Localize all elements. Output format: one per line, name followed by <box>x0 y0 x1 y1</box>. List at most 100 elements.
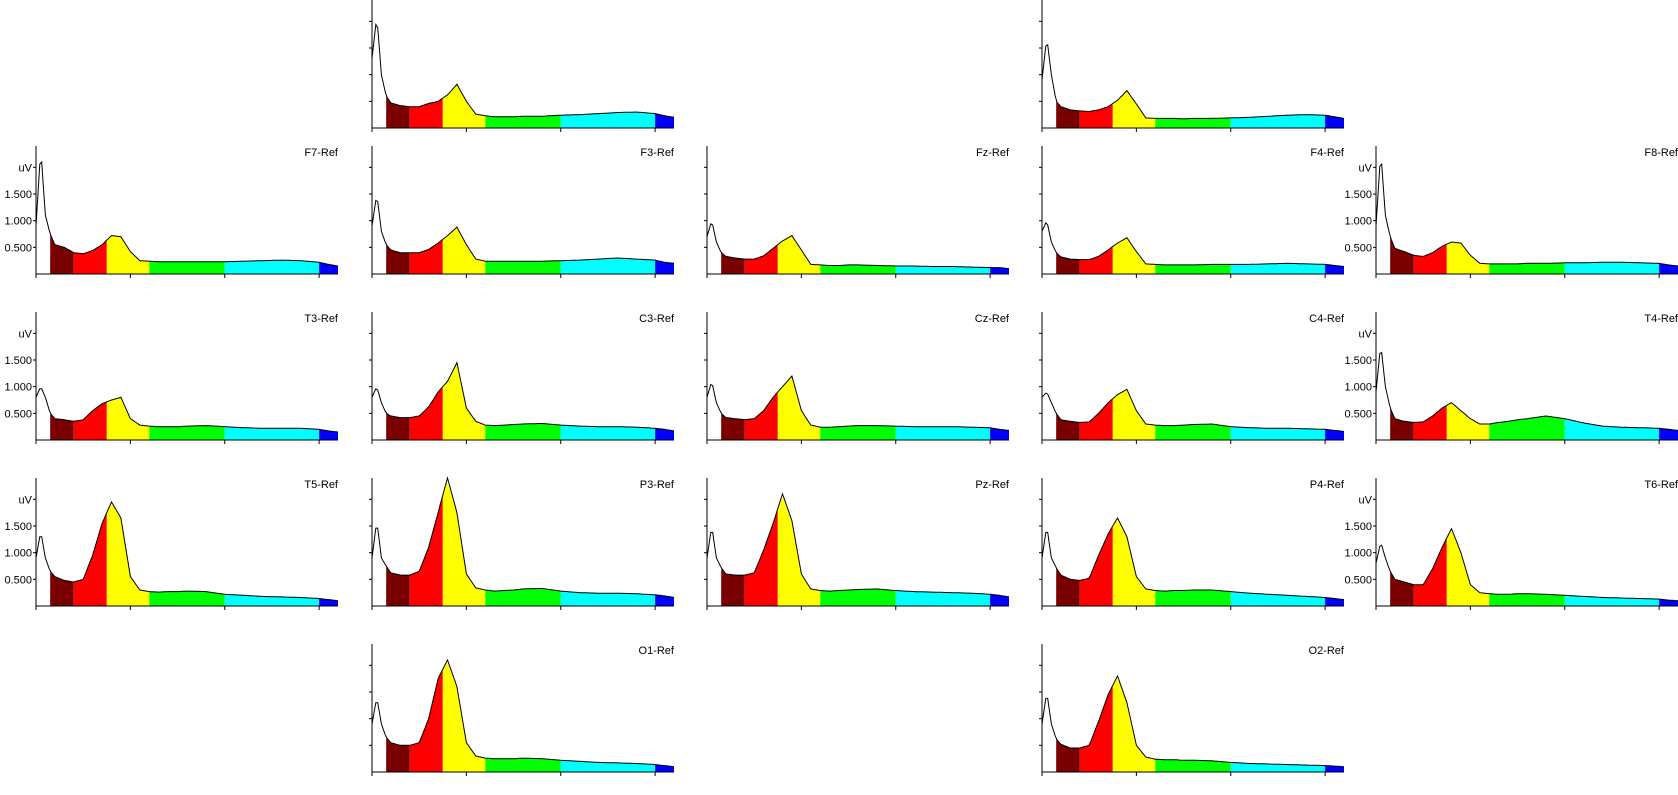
spectrum-panel: 0.500 1.000 1.500 uV T4-Ref <box>1344 312 1678 444</box>
spectrum-panel: Cz-Ref <box>704 312 1010 444</box>
spectrum-trace <box>1041 674 1345 768</box>
band-area-alpha <box>777 376 821 440</box>
spectrum-trace <box>35 388 339 433</box>
spectrum-trace <box>706 374 1010 431</box>
channel-label: Cz-Ref <box>975 313 1010 325</box>
channel-label: T6-Ref <box>1644 479 1678 491</box>
spectrum-panel: 0.500 1.000 1.500 uV T3-Ref <box>4 312 339 444</box>
band-area-high-beta <box>560 258 656 274</box>
band-area-theta <box>1079 526 1113 606</box>
channel-label: F4-Ref <box>1310 147 1345 159</box>
spectrum-panel: O2-Ref <box>1039 644 1345 776</box>
band-area-beta <box>1489 262 1565 274</box>
band-area-beta <box>820 264 896 274</box>
band-area-beta <box>1155 117 1231 128</box>
band-area-gamma <box>990 594 1009 606</box>
band-area-alpha <box>442 662 486 772</box>
spectrum-trace <box>35 500 339 602</box>
band-area-high-beta <box>224 260 320 274</box>
spectrum-trace <box>371 361 675 432</box>
band-area-delta <box>1056 252 1080 274</box>
band-area-theta <box>744 244 778 274</box>
channel-label: C4-Ref <box>1309 313 1345 325</box>
band-area-delta <box>721 413 745 440</box>
band-area-high-beta <box>224 426 320 440</box>
band-area-delta <box>386 244 410 274</box>
band-area-delta <box>386 96 410 128</box>
band-area-alpha <box>1112 90 1156 128</box>
band-area-delta <box>50 571 74 606</box>
band-area-beta <box>149 425 225 440</box>
channel-label: F3-Ref <box>640 147 675 159</box>
band-area-delta <box>386 413 410 440</box>
y-tick-label: 0.500 <box>4 408 32 420</box>
band-area-theta <box>409 98 443 128</box>
band-area-beta <box>149 261 225 274</box>
y-tick-label: 1.000 <box>4 548 32 560</box>
band-area-high-beta <box>1230 426 1326 440</box>
spectrum-trace <box>1041 388 1345 432</box>
band-area-gamma <box>655 428 674 440</box>
band-area-high-beta <box>895 426 991 440</box>
band-area-theta <box>409 495 443 606</box>
channel-label: C3-Ref <box>639 313 675 325</box>
spectrum-trace <box>706 223 1010 270</box>
spectrum-panel: P3-Ref <box>369 476 675 610</box>
band-area-alpha <box>1446 403 1490 440</box>
y-tick-label: 1.500 <box>1344 189 1372 201</box>
y-tick-label: 0.500 <box>1344 242 1372 254</box>
channel-label: T5-Ref <box>304 479 339 491</box>
y-unit-label: uV <box>19 494 33 506</box>
spectrum-panel <box>1039 0 1345 132</box>
band-area-beta <box>485 758 561 772</box>
channel-label: F7-Ref <box>304 147 339 159</box>
band-area-theta <box>409 669 443 772</box>
band-area-theta <box>1079 685 1113 772</box>
band-area-alpha <box>442 362 486 440</box>
band-area-theta <box>409 386 443 440</box>
band-area-gamma <box>1325 765 1344 772</box>
band-area-beta <box>1155 759 1231 772</box>
spectrum-panel: 0.500 1.000 1.500 uV F8-Ref <box>1344 146 1678 278</box>
spectrum-panel: P4-Ref <box>1039 478 1345 610</box>
band-area-delta <box>50 413 74 440</box>
spectrum-panel: 0.500 1.000 1.500 uV F7-Ref <box>4 146 339 278</box>
channel-label: P4-Ref <box>1310 479 1345 491</box>
band-area-theta <box>744 508 778 606</box>
band-area-alpha <box>106 235 150 274</box>
band-area-alpha <box>1446 242 1490 274</box>
band-area-high-beta <box>895 590 991 606</box>
band-area-beta <box>820 425 896 440</box>
band-area-theta <box>744 392 778 440</box>
band-area-high-beta <box>560 591 656 606</box>
channel-label: P3-Ref <box>640 479 675 491</box>
band-area-alpha <box>106 397 150 440</box>
spectrum-panel: 0.500 1.000 1.500 uV T5-Ref <box>4 478 339 610</box>
band-area-theta <box>409 239 443 274</box>
band-area-alpha <box>442 482 486 606</box>
channel-label: F8-Ref <box>1644 147 1678 159</box>
band-area-beta <box>485 260 561 274</box>
band-area-gamma <box>990 267 1009 274</box>
spectrum-trace <box>371 22 675 118</box>
spectrum-panel: F4-Ref <box>1039 146 1345 278</box>
band-area-delta <box>721 252 745 274</box>
channel-label: O1-Ref <box>639 645 675 657</box>
band-area-gamma <box>1325 597 1344 606</box>
band-area-high-beta <box>560 425 656 440</box>
band-area-gamma <box>1659 428 1678 440</box>
channel-label: T3-Ref <box>304 313 339 325</box>
band-area-delta <box>721 567 745 606</box>
spectrum-trace <box>1375 527 1678 602</box>
band-area-beta <box>820 588 896 606</box>
spectrum-trace <box>706 492 1010 598</box>
band-area-theta <box>1079 103 1113 128</box>
spectrum-trace <box>1375 162 1678 267</box>
band-area-beta <box>1489 593 1565 606</box>
band-area-beta <box>485 115 561 128</box>
band-area-high-beta <box>1564 595 1660 606</box>
band-area-gamma <box>655 113 674 128</box>
band-area-high-beta <box>560 760 656 772</box>
y-unit-label: uV <box>1359 162 1373 174</box>
